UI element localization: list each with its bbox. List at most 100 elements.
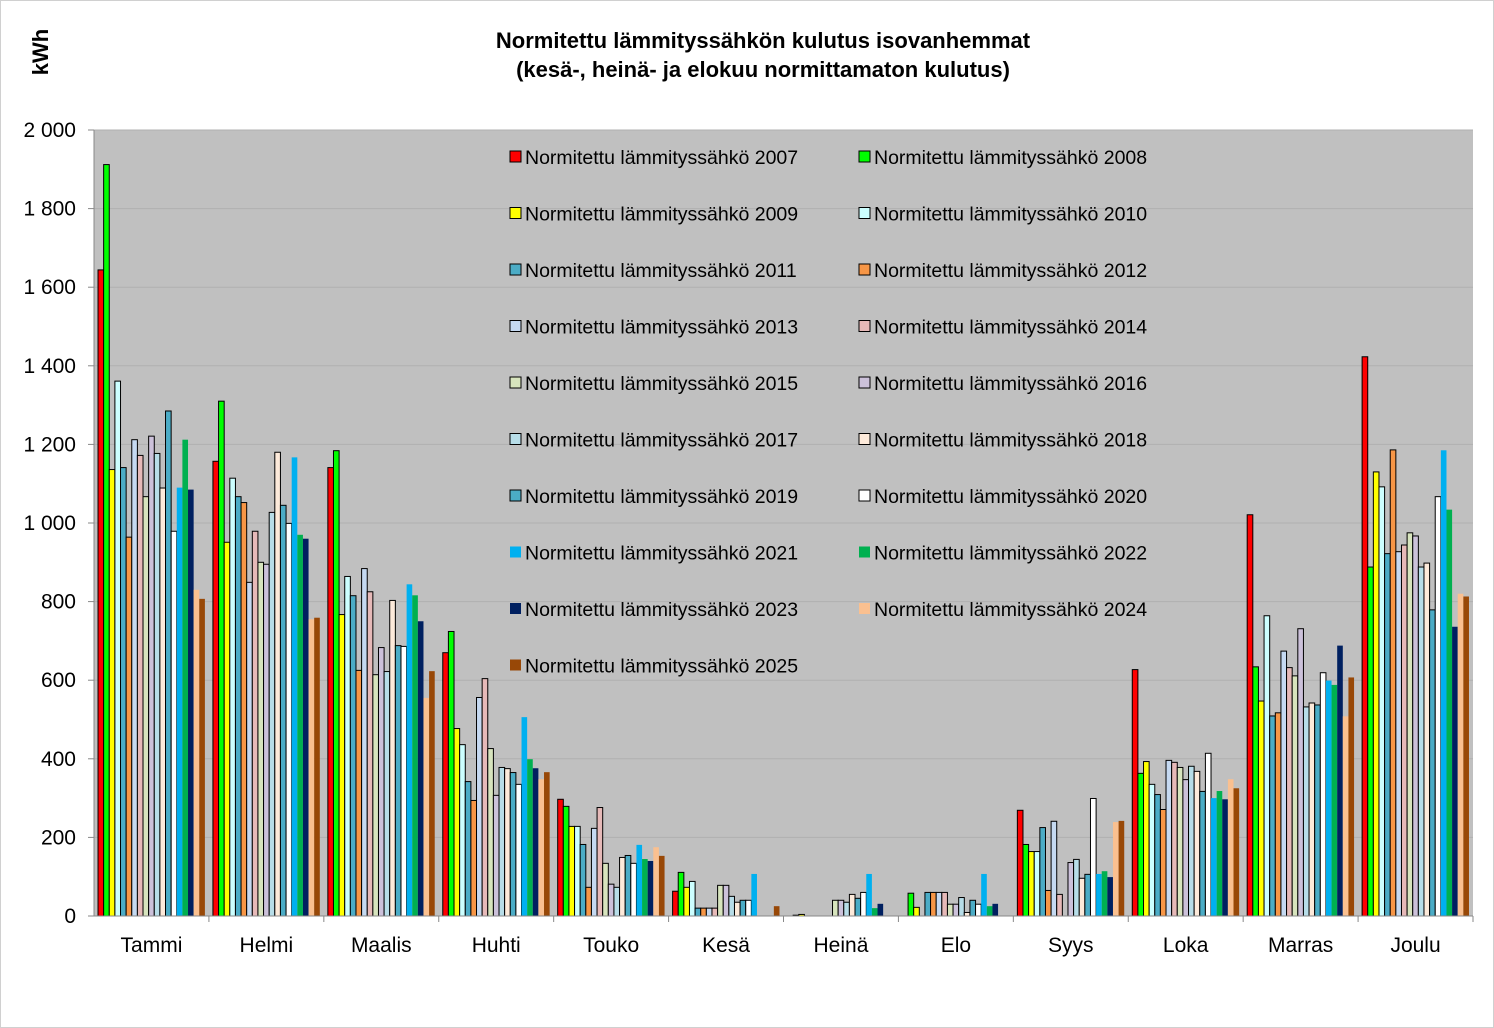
bar-2011-helmi	[234, 496, 242, 917]
legend-label: Normitettu lämmityssähkö 2010	[874, 204, 1147, 226]
bar-2025-touko	[658, 855, 665, 916]
bar-2022-touko	[642, 859, 648, 916]
bar-2008-elo	[907, 892, 915, 917]
bar-2017-tammi	[153, 452, 161, 917]
bar-2007-loka	[1131, 669, 1139, 917]
bar-2018-maalis	[389, 599, 396, 917]
x-tick-label: Helmi	[240, 934, 294, 957]
y-tick-label: 1 600	[23, 276, 76, 299]
legend-label: Normitettu lämmityssähkö 2014	[874, 317, 1147, 339]
bar-2024-joulu	[1457, 593, 1464, 916]
x-tick-label: Joulu	[1390, 934, 1440, 957]
bar-2011-touko	[579, 843, 587, 917]
bar-2010-syys	[1033, 851, 1041, 917]
bar-2010-maalis	[344, 575, 351, 917]
bar-2024-syys	[1112, 822, 1119, 916]
bar-2011-loka	[1154, 794, 1161, 917]
bar-2012-maalis	[355, 669, 363, 917]
bar-2018-huhti	[504, 768, 511, 917]
bar-2016-kesä	[722, 884, 730, 917]
bar-2008-joulu	[1367, 566, 1374, 917]
bar-2009-huhti	[453, 728, 461, 917]
legend-label: Normitettu lämmityssähkö 2016	[874, 373, 1147, 395]
bar-2019-syys	[1084, 873, 1091, 917]
bar-2025-tammi	[199, 598, 205, 916]
y-tick-label: 1 800	[23, 198, 76, 221]
bar-2022-maalis	[412, 595, 418, 916]
legend-label: Normitettu lämmityssähkö 2017	[525, 430, 798, 452]
bar-2024-touko	[653, 847, 659, 916]
y-tick-label: 200	[41, 826, 76, 849]
bar-2012-kesä	[700, 907, 707, 917]
bar-2024-marras	[1342, 716, 1349, 916]
bar-2017-marras	[1302, 706, 1310, 917]
bar-2020-touko	[630, 862, 637, 917]
bar-2021-touko	[636, 844, 643, 916]
bar-2020-kesä	[745, 899, 752, 917]
bar-2015-tammi	[142, 496, 150, 917]
bar-2020-loka	[1204, 752, 1212, 917]
bar-2023-marras	[1337, 645, 1343, 916]
legend-label: Normitettu lämmityssähkö 2022	[874, 543, 1147, 565]
bar-2021-marras	[1325, 680, 1332, 916]
legend-label: Normitettu lämmityssähkö 2023	[525, 599, 798, 621]
bar-2012-touko	[585, 886, 592, 917]
bar-2011-marras	[1269, 715, 1276, 917]
bar-2025-kesä	[773, 906, 780, 916]
bar-2023-joulu	[1452, 626, 1458, 916]
bar-2007-maalis	[327, 467, 334, 917]
bar-2021-kesä	[751, 873, 757, 916]
bar-2016-touko	[607, 883, 615, 917]
bar-2017-kesä	[728, 895, 735, 917]
bar-2023-maalis	[417, 621, 424, 916]
bar-2009-elo	[913, 906, 920, 917]
bar-2009-tammi	[108, 469, 116, 917]
bar-2007-syys	[1016, 809, 1024, 917]
bar-2025-joulu	[1463, 596, 1469, 916]
legend-swatch	[858, 433, 871, 445]
bar-2015-loka	[1176, 766, 1184, 917]
bar-2023-touko	[647, 860, 654, 916]
legend-label: Normitettu lämmityssähkö 2012	[874, 260, 1147, 282]
chart-title: Normitettu lämmityssähkön kulutus isovan…	[496, 28, 1031, 53]
legend-swatch	[509, 489, 522, 502]
legend-label: Normitettu lämmityssähkö 2018	[874, 430, 1147, 452]
bar-2007-touko	[557, 798, 564, 917]
bar-2008-touko	[562, 805, 570, 917]
bar-2014-huhti	[481, 678, 489, 917]
bar-2019-heinä	[854, 897, 862, 917]
bar-2010-helmi	[229, 477, 236, 917]
bar-2013-huhti	[476, 696, 483, 917]
bar-2012-elo	[930, 891, 937, 917]
bar-2011-joulu	[1384, 553, 1391, 917]
bar-2018-elo	[963, 911, 971, 917]
bar-2013-marras	[1280, 650, 1288, 917]
bar-2021-heinä	[866, 873, 872, 916]
bar-2014-elo	[941, 891, 948, 917]
y-tick-label: 1 400	[23, 355, 76, 378]
bar-2019-touko	[624, 854, 632, 917]
bar-2018-helmi	[274, 451, 281, 917]
bar-2019-maalis	[394, 645, 402, 917]
bar-2020-joulu	[1434, 496, 1442, 917]
bar-2013-kesä	[705, 907, 713, 917]
bar-2012-huhti	[470, 799, 478, 917]
bar-2021-elo	[981, 873, 987, 916]
legend-label: Normitettu lämmityssähkö 2025	[525, 656, 798, 678]
bar-2021-helmi	[291, 457, 298, 916]
bar-2012-tammi	[125, 536, 133, 917]
bar-2025-syys	[1118, 820, 1125, 916]
bar-2023-tammi	[188, 489, 194, 916]
bar-2010-touko	[574, 825, 581, 917]
bar-2008-tammi	[103, 164, 110, 917]
bar-2011-huhti	[464, 781, 472, 917]
x-tick-label: Kesä	[702, 934, 750, 957]
legend-swatch	[509, 320, 522, 332]
bar-2019-helmi	[279, 504, 287, 917]
bar-2017-huhti	[498, 766, 506, 917]
bar-2025-marras	[1348, 677, 1355, 916]
x-tick-label: Touko	[583, 934, 639, 957]
bar-2016-tammi	[148, 435, 155, 917]
bar-2016-syys	[1067, 862, 1075, 917]
legend-label: Normitettu lämmityssähkö 2021	[525, 543, 798, 565]
